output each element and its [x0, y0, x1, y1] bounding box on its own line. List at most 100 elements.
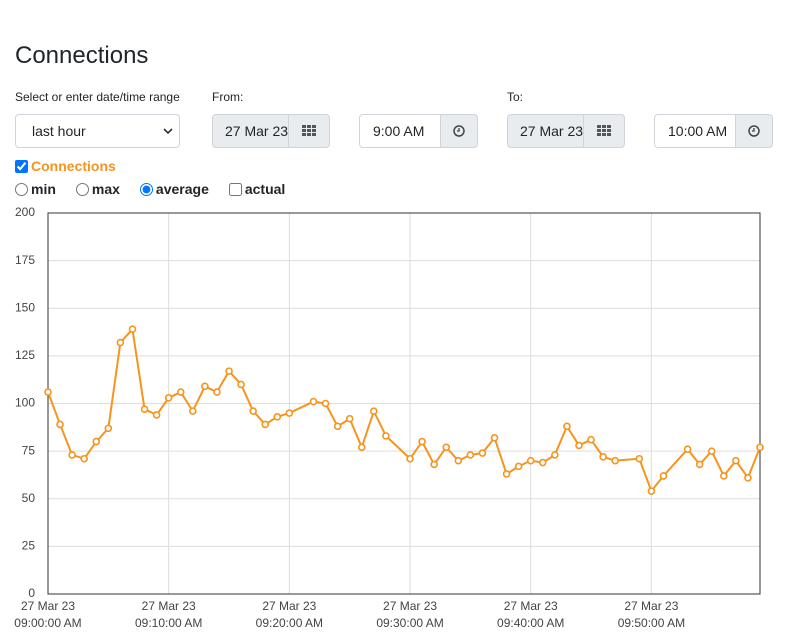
data-point — [345, 414, 354, 423]
data-point — [333, 422, 342, 431]
data-point — [611, 456, 619, 465]
data-point — [430, 460, 438, 469]
data-point — [164, 393, 173, 402]
to-date-text: 27 Mar 23 — [520, 123, 584, 139]
data-point — [92, 437, 101, 446]
data-point — [273, 413, 282, 421]
chevron — [163, 128, 173, 135]
data-point — [56, 420, 64, 429]
calendar-icon — [302, 125, 316, 136]
data-point — [261, 420, 270, 429]
data-point — [225, 367, 233, 375]
x-tick-label: 09:50:00 AM — [618, 616, 685, 630]
data-point — [152, 411, 161, 419]
x-tick-label: 09:20:00 AM — [256, 616, 323, 630]
data-point — [321, 399, 330, 408]
plot-frame — [47, 212, 761, 595]
to-date[interactable]: 27 Mar 23 — [507, 114, 584, 148]
data-point — [647, 487, 656, 495]
data-point — [756, 443, 764, 452]
checkbox[interactable] — [228, 182, 242, 196]
data-point — [237, 380, 245, 389]
y-tick-label: 50 — [22, 491, 36, 505]
series-toggle[interactable]: Connections — [15, 158, 116, 174]
option-label: average — [155, 181, 209, 197]
from-time[interactable]: 9:00 AM — [359, 114, 442, 148]
x-tick-label: 27 Mar 23 — [624, 599, 678, 613]
to-time-text: 10:00 AM — [668, 123, 728, 139]
option-min[interactable]: min — [15, 181, 56, 197]
calendar-icon — [597, 125, 611, 136]
chart: 0 25 50 75 100 125 150 175 200 27 Mar 23 09:00:00 … — [14, 205, 764, 630]
data-point — [466, 451, 475, 459]
data-point — [659, 472, 668, 480]
data-point — [744, 473, 752, 482]
y-tick-label: 100 — [15, 396, 35, 410]
data-point — [104, 424, 113, 433]
data-point — [538, 458, 547, 467]
from-date[interactable]: 27 Mar 23 — [212, 114, 290, 148]
data-point — [454, 456, 463, 465]
radio[interactable] — [15, 182, 28, 196]
data-point — [189, 407, 197, 415]
data-point — [478, 449, 487, 457]
data-point — [68, 451, 76, 459]
to-label: To: — [507, 90, 524, 104]
data-point — [683, 445, 692, 454]
from-time-text: 9:00 AM — [373, 123, 425, 139]
radio[interactable] — [75, 182, 89, 196]
data-point — [44, 388, 52, 396]
option-label: actual — [244, 181, 286, 197]
y-tick-label: 200 — [15, 205, 35, 219]
data-point — [442, 443, 451, 452]
data-point — [575, 441, 583, 450]
from-calendar-button[interactable] — [288, 114, 330, 148]
data-point — [695, 460, 704, 469]
data-point — [249, 407, 257, 415]
clock-icon — [453, 125, 465, 137]
y-tick-label: 75 — [22, 443, 36, 457]
from-date-text: 27 Mar 23 — [225, 123, 289, 139]
option-actual[interactable]: actual — [228, 181, 286, 197]
data-point — [213, 388, 221, 396]
radio[interactable] — [139, 182, 153, 196]
data-point — [526, 456, 535, 465]
y-tick-label: 175 — [15, 253, 35, 267]
x-tick-label: 27 Mar 23 — [383, 599, 437, 613]
x-tick-label: 09:00:00 AM — [14, 616, 81, 630]
data-point — [309, 397, 318, 406]
option-max[interactable]: max — [75, 181, 120, 197]
clock-icon — [748, 125, 760, 137]
series-checkbox[interactable] — [15, 159, 28, 173]
data-point — [382, 432, 390, 440]
to-clock-button[interactable] — [735, 114, 773, 148]
from-clock-button[interactable] — [440, 114, 478, 148]
data-point — [719, 472, 728, 480]
data-point — [490, 433, 499, 442]
to-time[interactable]: 10:00 AM — [654, 114, 737, 148]
data-point — [418, 437, 426, 446]
y-tick-label: 150 — [15, 300, 35, 314]
data-point — [514, 462, 523, 471]
data-point — [140, 405, 149, 414]
x-tick-label: 27 Mar 23 — [504, 599, 558, 613]
data-point — [732, 456, 740, 465]
x-tick-label: 27 Mar 23 — [142, 599, 196, 613]
x-tick-label: 27 Mar 23 — [21, 599, 75, 613]
x-tick-label: 09:10:00 AM — [135, 616, 202, 630]
to-calendar-button[interactable] — [583, 114, 625, 148]
data-point — [128, 325, 137, 334]
data-point — [370, 407, 378, 415]
data-point — [406, 454, 414, 463]
y-tick-label: 25 — [22, 539, 36, 553]
data-point — [587, 435, 595, 444]
option-average[interactable]: average — [139, 181, 209, 197]
aggregation-options: min max average actual — [15, 181, 285, 197]
data-point — [502, 470, 511, 478]
page-title: Connections — [15, 42, 149, 69]
legend-label: Connections — [31, 158, 116, 174]
range-select[interactable]: last hour — [15, 114, 180, 148]
data-point — [635, 454, 644, 463]
y-tick-label: 0 — [28, 586, 35, 600]
